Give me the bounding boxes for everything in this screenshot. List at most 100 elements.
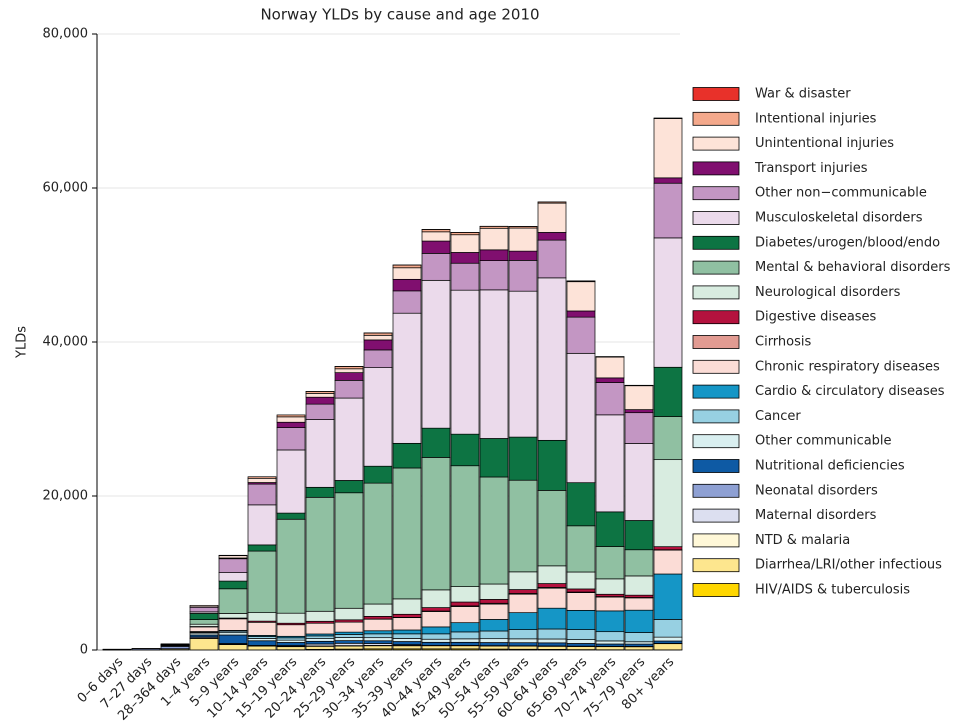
bar-segment	[537, 277, 567, 441]
bar-segment	[479, 289, 509, 439]
bar-segment	[508, 436, 538, 481]
bar-segment	[566, 525, 596, 573]
bar-segment	[450, 601, 480, 607]
bar-segment	[595, 546, 625, 580]
bar-segment	[595, 610, 625, 633]
bar-segment	[247, 621, 277, 636]
bar-segment	[508, 290, 538, 438]
bar-segment	[653, 366, 683, 417]
bar-segment	[392, 264, 422, 269]
bar-segment	[421, 641, 451, 646]
y-tick-label: 0	[80, 643, 88, 658]
bar-segment	[421, 633, 451, 640]
bar-segment	[653, 546, 683, 551]
bar-segment	[392, 613, 422, 618]
bar-segment	[363, 645, 393, 650]
bar-segment	[537, 239, 567, 279]
bar-segment	[305, 622, 335, 635]
bar-segment	[479, 227, 509, 251]
bar-segment	[537, 202, 567, 233]
bar-segment	[247, 645, 277, 651]
bar-segment	[508, 227, 538, 252]
legend-swatch	[692, 161, 740, 176]
bar-segment	[479, 619, 509, 632]
legend-label: Chronic respiratory diseases	[755, 359, 940, 374]
bar-segment	[595, 356, 625, 379]
bar-segment	[566, 310, 596, 318]
bar-segment	[595, 414, 625, 513]
bar-segment	[363, 367, 393, 467]
bar-segment	[450, 234, 480, 253]
legend-swatch	[692, 186, 740, 201]
bar-segment	[189, 638, 219, 651]
bar-segment	[334, 621, 364, 633]
bar-segment	[247, 640, 277, 646]
legend-label: Neonatal disorders	[755, 483, 878, 498]
bar-segment	[450, 606, 480, 624]
bar-segment	[392, 598, 422, 615]
bar-segment	[276, 427, 306, 451]
bar-segment	[508, 642, 538, 647]
bar-segment	[305, 496, 335, 612]
bar-segment	[276, 416, 306, 423]
bar-segment	[653, 459, 683, 548]
bar-segment	[218, 613, 248, 619]
bar-segment	[479, 645, 509, 650]
bar-segment	[218, 558, 248, 573]
bar-segment	[595, 382, 625, 416]
bar-segment	[595, 511, 625, 547]
bar-segment	[537, 607, 567, 630]
legend-label: Cirrhosis	[755, 335, 811, 350]
legend-label: Musculoskeletal disorders	[755, 211, 923, 226]
bar-segment	[450, 289, 480, 435]
bar-segment	[624, 646, 654, 651]
bar-segment	[537, 232, 567, 241]
bar-segment	[450, 622, 480, 633]
bar-segment	[624, 632, 654, 643]
bar-segment	[305, 645, 335, 650]
bar-segment	[566, 316, 596, 354]
bar-segment	[653, 416, 683, 461]
legend-label: Nutritional deficiencies	[755, 459, 905, 474]
bar-segment	[334, 637, 364, 641]
bar-segment	[566, 592, 596, 611]
bar-segment	[537, 642, 567, 647]
bar-segment	[276, 518, 306, 614]
bar-segment	[247, 476, 277, 479]
bar-segment	[363, 618, 393, 632]
bar-segment	[247, 483, 277, 506]
bar-segment	[247, 612, 277, 622]
bar-segment	[508, 589, 538, 594]
bar-segment	[566, 588, 596, 593]
bar-segment	[624, 549, 654, 577]
bar-segment	[508, 645, 538, 650]
bar-segment	[334, 379, 364, 399]
legend-swatch	[692, 211, 740, 225]
bar-segment	[305, 638, 335, 642]
bar-segment	[508, 612, 538, 630]
legend-label: Transport injuries	[754, 161, 868, 176]
bar-segment	[276, 624, 306, 637]
bar-segment	[479, 642, 509, 646]
bar-segment	[392, 629, 422, 635]
bar-segment	[653, 177, 683, 184]
bar-segment	[276, 646, 306, 651]
bar-segment	[479, 638, 509, 643]
legend-swatch	[692, 111, 740, 126]
bar-segment	[624, 443, 654, 521]
bar-segment	[276, 449, 306, 514]
bar-segment	[392, 312, 422, 444]
bar-segment	[218, 580, 248, 590]
legend-label: Maternal disorders	[755, 508, 877, 523]
bar-segment	[624, 609, 654, 633]
bar-segment	[392, 467, 422, 600]
legend-label: Intentional injuries	[755, 111, 877, 126]
bar-segment	[392, 641, 422, 645]
bar-segment	[624, 409, 654, 414]
bar-segment	[653, 573, 683, 620]
bar-segment	[537, 628, 567, 640]
bar-segment	[508, 593, 538, 614]
bar-segment	[566, 639, 596, 644]
bar-segment	[479, 603, 509, 620]
